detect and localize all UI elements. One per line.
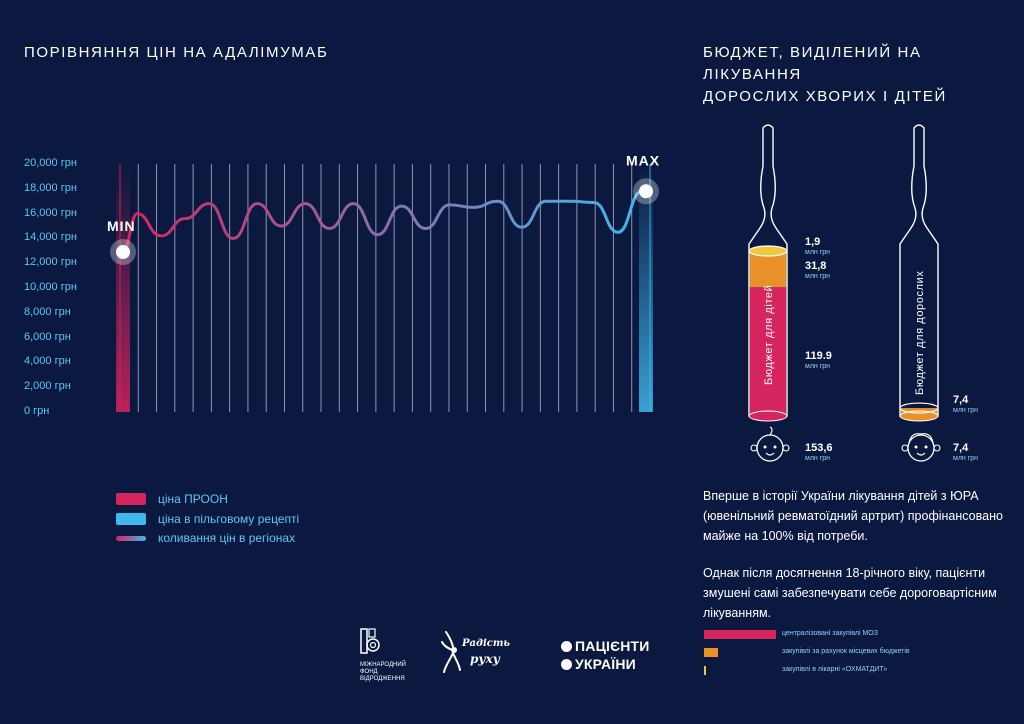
budget-legend-label-ohmatdyt: закупівлі в лікарні «ОХМАТДИТ»: [782, 666, 888, 673]
y-tick-label: 10,000 грн: [24, 281, 77, 293]
budget-legend-label-moz: централізовані закупівлі МОЗ: [782, 630, 878, 637]
legend-swatch-regions: [116, 535, 146, 541]
y-tick-label: 0 грн: [24, 405, 50, 417]
y-tick-label: 8,000 грн: [24, 305, 71, 318]
irf-name-line-3: ВІДРОДЖЕННЯ: [360, 676, 405, 682]
unit-label: млн грн: [953, 455, 979, 462]
legend-item-regions: коливання цін в регіонах: [116, 530, 295, 546]
ampoule-label-kids: Бюджет для дітей: [763, 285, 775, 385]
ampoule-kids: Бюджет для дітей: [748, 124, 788, 422]
liquid-surface: [748, 245, 788, 257]
radist-line-2: руху: [470, 652, 500, 666]
radist-line-1: Радість: [462, 638, 511, 649]
y-tick-label: 6,000 грн: [24, 330, 71, 343]
ampoule-bottom: [899, 410, 939, 422]
ampoule-label-adults: Бюджет для дорослих: [914, 271, 926, 395]
budget-legend-label-local: закупівлі за рахунок місцевих бюджетів: [782, 648, 910, 655]
budget-chart: Бюджет для дітей Бюджет для дорослих: [748, 124, 941, 462]
value-label-total-kids: 153,6: [805, 442, 833, 454]
y-tick-label: 12,000 грн: [24, 256, 77, 269]
patients-line-2: УКРАЇНИ: [575, 656, 636, 672]
budget-bar-moz-kids: [749, 287, 787, 416]
logo-radist-ruhu: Радість руху: [440, 628, 520, 678]
ampoule-adults: Бюджет для дорослих: [899, 124, 939, 422]
budget-legend-bar-moz: [704, 630, 776, 639]
patients-line-1-row: ПАЦІЄНТИ: [561, 638, 671, 654]
min-label: MIN: [107, 218, 136, 234]
irf-emblem-icon: [360, 628, 380, 654]
unit-label: млн грн: [805, 455, 831, 462]
irf-name-line-1: МІЖНАРОДНИЙ: [360, 662, 406, 668]
y-tick-label: 20,000 грн: [24, 157, 77, 169]
chart-title-budget: БЮДЖЕТ, ВИДІЛЕНИЙ НА ЛІКУВАННЯ ДОРОСЛИХ …: [703, 42, 1024, 108]
budget-bar-local-kids: [749, 253, 787, 288]
chart-title-prices: ПОРІВНЯННЯ ЦІН НА АДАЛІМУМАБ: [24, 44, 329, 61]
y-tick-label: 18,000 грн: [24, 181, 77, 194]
ampoule-bottom: [748, 410, 788, 422]
unit-label: млн грн: [953, 407, 979, 414]
dancing-figure-icon: [441, 631, 461, 673]
unit-label: млн грн: [805, 273, 831, 280]
value-label-ohmatdyt-kids: 1,9: [805, 236, 821, 248]
value-label-moz-kids: 119.9: [805, 350, 832, 362]
y-tick-label: 16,000 грн: [24, 206, 77, 219]
budget-legend-bar-local: [704, 648, 718, 657]
baby-face-icon: [750, 426, 790, 462]
y-tick-label: 4,000 грн: [24, 355, 71, 368]
value-label-local-adults: 7,4: [953, 394, 969, 406]
y-tick-label: 14,000 грн: [24, 231, 77, 244]
irf-name-line-2: ФОНД: [360, 669, 378, 675]
max-label: MAX: [626, 152, 660, 168]
min-price-column: [116, 164, 130, 412]
ampoule-outline: [748, 124, 788, 417]
legend-item-preferential: ціна в пільговому рецепті: [116, 511, 299, 527]
legend-label-undp: ціна ПРООН: [158, 492, 228, 506]
liquid-surface: [899, 402, 939, 414]
legend-label-regions: коливання цін в регіонах: [158, 531, 296, 545]
paragraph-2: Однак після досягнення 18-річного віку, …: [703, 566, 997, 620]
max-marker: [639, 184, 653, 199]
unit-label: млн грн: [805, 249, 831, 256]
dot-icon: [561, 658, 572, 670]
patients-line-1: ПАЦІЄНТИ: [575, 638, 650, 654]
budget-title-line-2: ДОРОСЛИХ ХВОРИХ І ДІТЕЙ: [703, 88, 947, 105]
min-marker: [116, 245, 130, 260]
series-line-regional-prices: [121, 189, 644, 254]
price-chart: MIN MAX: [107, 152, 660, 412]
budget-legend-bar-ohmatdyt: [704, 666, 706, 675]
ampoule-outline: [899, 124, 939, 417]
logo-patients-ukraine: ПАЦІЄНТИ УКРАЇНИ: [561, 638, 671, 672]
legend-item-undp: ціна ПРООН: [116, 491, 228, 507]
logo-irf: МІЖНАРОДНИЙ ФОНД ВІДРОДЖЕННЯ: [360, 628, 420, 683]
dot-icon: [561, 640, 572, 652]
legend-swatch-preferential: [116, 513, 146, 525]
budget-title-line-1: БЮДЖЕТ, ВИДІЛЕНИЙ НА ЛІКУВАННЯ: [703, 44, 922, 83]
y-tick-label: 2,000 грн: [24, 380, 71, 393]
unit-label: млн грн: [805, 363, 831, 370]
value-label-local-kids: 31,8: [805, 260, 827, 272]
legend-swatch-undp: [116, 493, 146, 505]
legend-label-preferential: ціна в пільговому рецепті: [158, 512, 300, 526]
paragraph-1: Вперше в історії України лікування дітей…: [703, 489, 1003, 543]
patients-line-2-row: УКРАЇНИ: [561, 656, 671, 672]
adult-face-icon: [901, 433, 941, 462]
value-label-total-adults: 7,4: [953, 442, 969, 454]
